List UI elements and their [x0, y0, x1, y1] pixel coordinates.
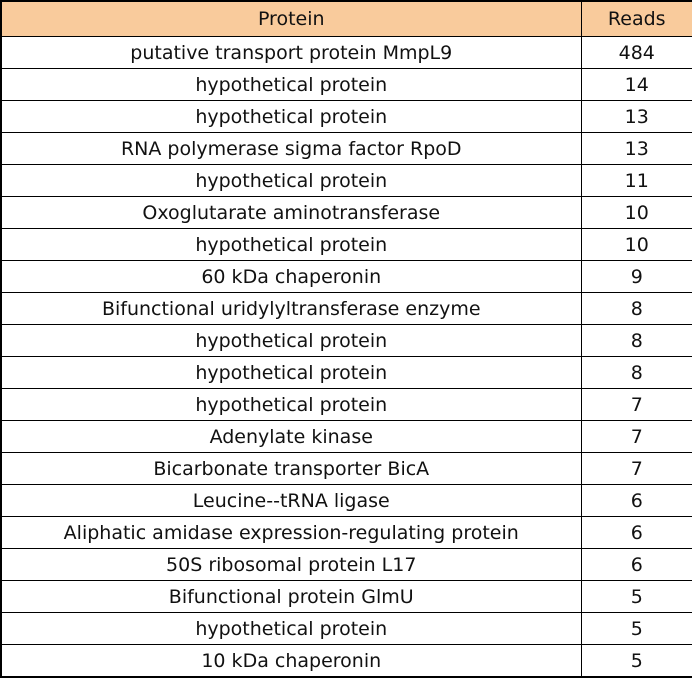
table-row: hypothetical protein 8	[0, 356, 692, 389]
reads-cell: 5	[580, 644, 692, 678]
table-row: Leucine--tRNA ligase 6	[0, 484, 692, 517]
table-row: Oxoglutarate aminotransferase 10	[0, 196, 692, 229]
reads-cell: 6	[580, 548, 692, 581]
table-row: 60 kDa chaperonin 9	[0, 260, 692, 293]
protein-cell: hypothetical protein	[0, 324, 582, 357]
reads-cell: 8	[580, 356, 692, 389]
table-row: hypothetical protein 5	[0, 612, 692, 645]
reads-cell: 6	[580, 484, 692, 517]
reads-cell: 484	[580, 36, 692, 69]
table-row: hypothetical protein 7	[0, 388, 692, 421]
reads-cell: 10	[580, 228, 692, 261]
protein-cell: putative transport protein MmpL9	[0, 36, 582, 69]
protein-cell: Bicarbonate transporter BicA	[0, 452, 582, 485]
table-row: hypothetical protein 11	[0, 164, 692, 197]
column-header-reads: Reads	[580, 0, 692, 37]
protein-cell: hypothetical protein	[0, 612, 582, 645]
protein-cell: hypothetical protein	[0, 388, 582, 421]
protein-cell: RNA polymerase sigma factor RpoD	[0, 132, 582, 165]
protein-cell: Oxoglutarate aminotransferase	[0, 196, 582, 229]
reads-cell: 5	[580, 612, 692, 645]
protein-cell: hypothetical protein	[0, 356, 582, 389]
protein-cell: Adenylate kinase	[0, 420, 582, 453]
protein-cell: Bifunctional protein GlmU	[0, 580, 582, 613]
protein-cell: 60 kDa chaperonin	[0, 260, 582, 293]
table-row: hypothetical protein 8	[0, 324, 692, 357]
reads-cell: 5	[580, 580, 692, 613]
table-header-row: Protein Reads	[0, 0, 692, 37]
protein-cell: hypothetical protein	[0, 228, 582, 261]
reads-cell: 8	[580, 324, 692, 357]
table-row: Bifunctional uridylyltransferase enzyme 8	[0, 292, 692, 325]
protein-cell: Aliphatic amidase expression-regulating …	[0, 516, 582, 549]
table-row: hypothetical protein 10	[0, 228, 692, 261]
table-row: Bifunctional protein GlmU 5	[0, 580, 692, 613]
table-row: Aliphatic amidase expression-regulating …	[0, 516, 692, 549]
table-row: 10 kDa chaperonin 5	[0, 644, 692, 678]
reads-cell: 8	[580, 292, 692, 325]
protein-cell: hypothetical protein	[0, 164, 582, 197]
table-row: RNA polymerase sigma factor RpoD 13	[0, 132, 692, 165]
reads-cell: 7	[580, 420, 692, 453]
reads-cell: 13	[580, 132, 692, 165]
reads-cell: 6	[580, 516, 692, 549]
protein-cell: 50S ribosomal protein L17	[0, 548, 582, 581]
reads-cell: 10	[580, 196, 692, 229]
table-row: Bicarbonate transporter BicA 7	[0, 452, 692, 485]
table-row: 50S ribosomal protein L17 6	[0, 548, 692, 581]
table-row: hypothetical protein 13	[0, 100, 692, 133]
reads-cell: 9	[580, 260, 692, 293]
protein-cell: Bifunctional uridylyltransferase enzyme	[0, 292, 582, 325]
table-row: hypothetical protein 14	[0, 68, 692, 101]
protein-cell: Leucine--tRNA ligase	[0, 484, 582, 517]
reads-cell: 13	[580, 100, 692, 133]
reads-cell: 7	[580, 452, 692, 485]
reads-cell: 14	[580, 68, 692, 101]
reads-cell: 7	[580, 388, 692, 421]
protein-cell: hypothetical protein	[0, 68, 582, 101]
table-row: Adenylate kinase 7	[0, 420, 692, 453]
reads-cell: 11	[580, 164, 692, 197]
column-header-protein: Protein	[0, 0, 582, 37]
table-row: putative transport protein MmpL9 484	[0, 36, 692, 69]
protein-cell: hypothetical protein	[0, 100, 582, 133]
protein-cell: 10 kDa chaperonin	[0, 644, 582, 678]
